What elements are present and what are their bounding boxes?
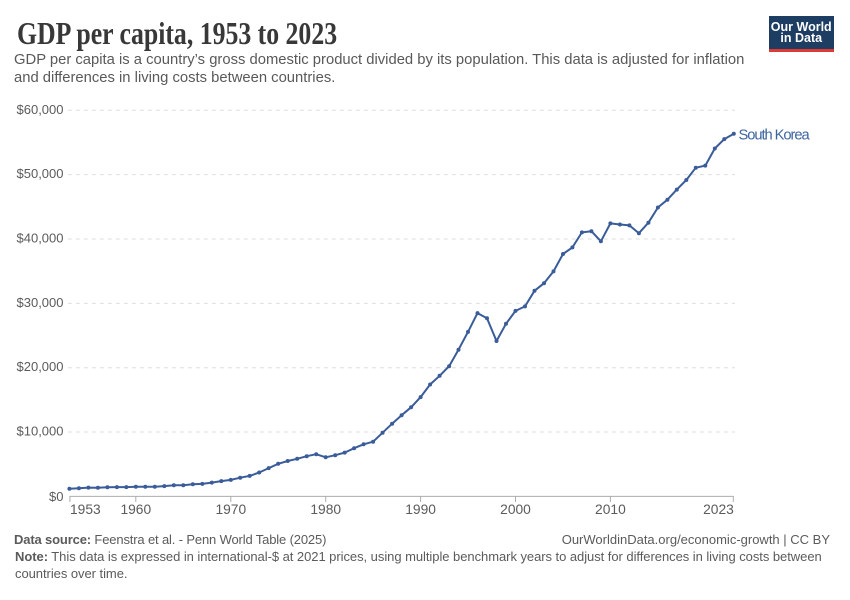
svg-text:$50,000: $50,000: [17, 166, 64, 181]
svg-text:$60,000: $60,000: [17, 102, 64, 117]
svg-text:$40,000: $40,000: [17, 231, 64, 246]
svg-text:2010: 2010: [595, 502, 626, 517]
svg-text:2000: 2000: [500, 502, 531, 517]
svg-text:South Korea: South Korea: [739, 128, 811, 144]
svg-text:$30,000: $30,000: [17, 295, 64, 310]
svg-text:2023: 2023: [703, 502, 734, 517]
svg-text:$0: $0: [49, 489, 63, 504]
svg-text:1970: 1970: [215, 502, 246, 517]
svg-text:1953: 1953: [70, 502, 101, 517]
svg-text:$20,000: $20,000: [17, 359, 64, 374]
svg-text:$10,000: $10,000: [17, 424, 64, 439]
svg-text:1990: 1990: [405, 502, 436, 517]
svg-text:1960: 1960: [120, 502, 151, 517]
svg-text:1980: 1980: [310, 502, 341, 517]
